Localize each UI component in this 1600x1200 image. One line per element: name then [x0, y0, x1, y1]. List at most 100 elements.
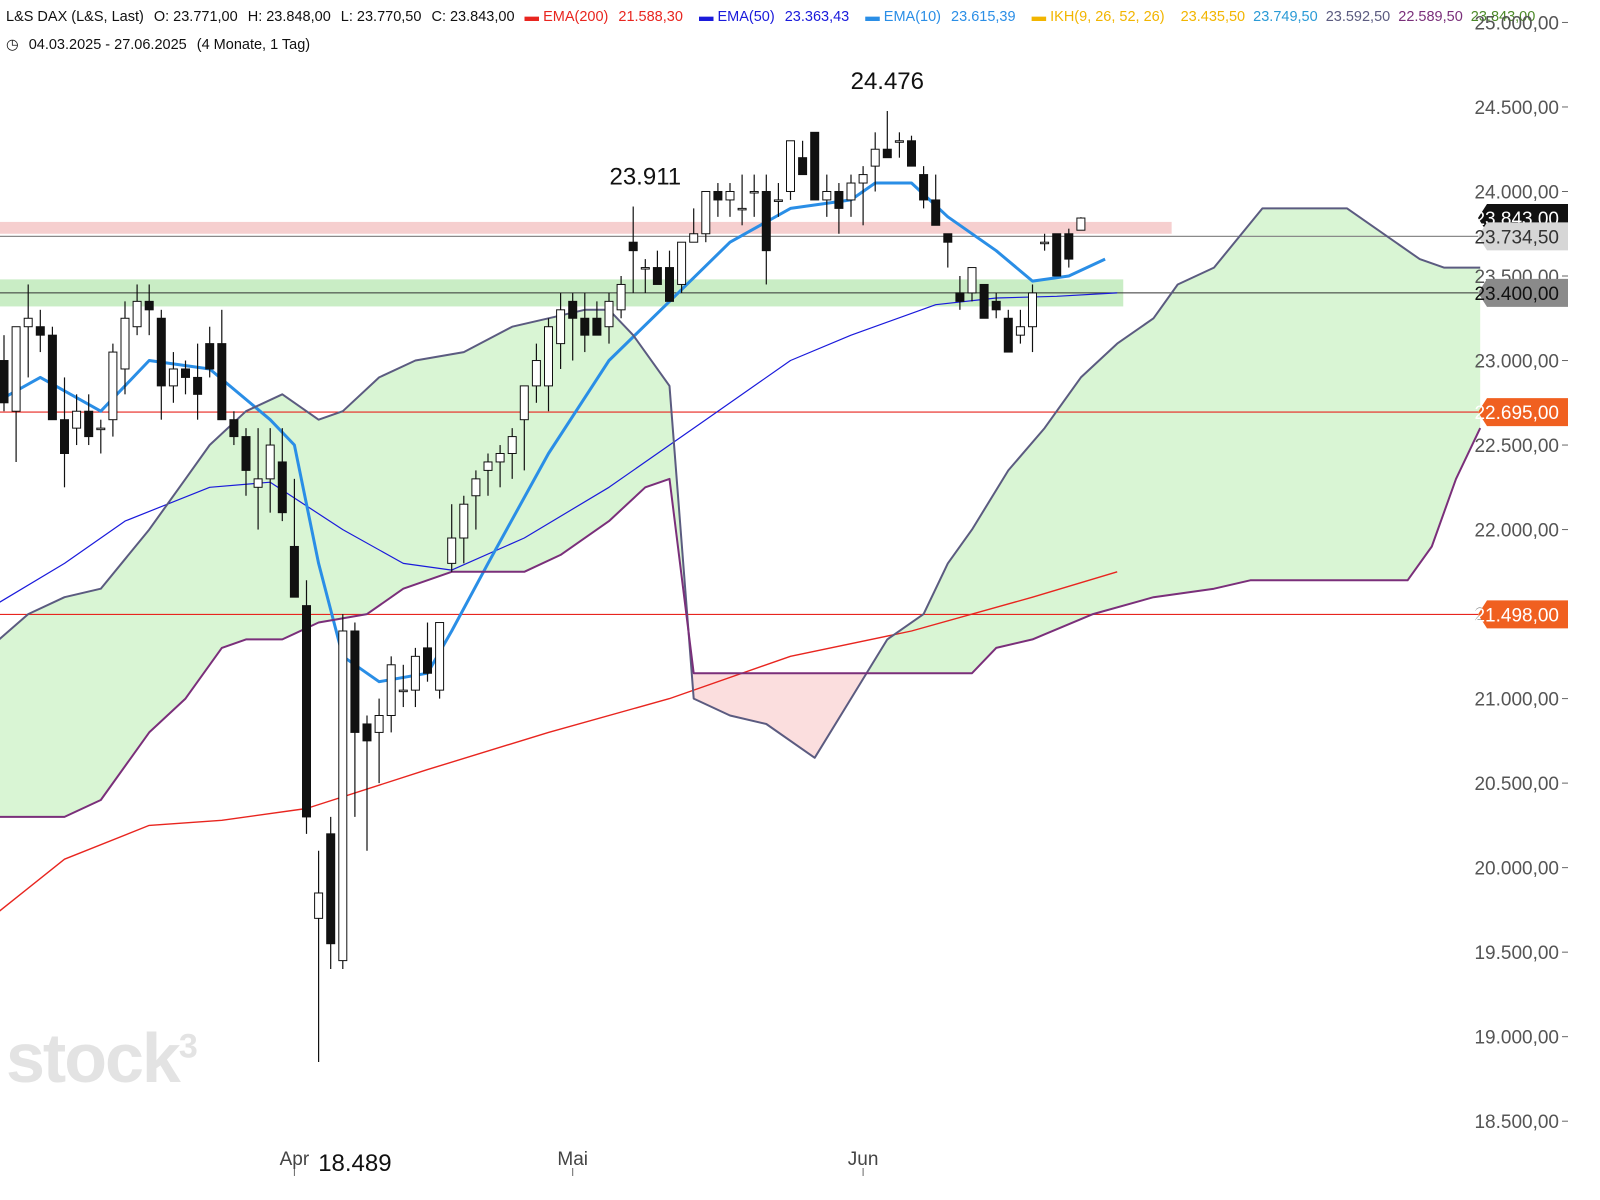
line-senkou-a [0, 207, 1481, 759]
ema50-label: ▬ EMA(50) 23.363,43 [698, 9, 850, 25]
y-tick-label: 23.000,00 [1474, 352, 1559, 373]
candle-body [507, 436, 517, 454]
candle-body [120, 317, 130, 370]
candle-body [592, 317, 602, 336]
candlestick-chart[interactable]: 24.476 23.911 18.489 25.000,00 24.500,00 24.0… [0, 0, 1568, 1176]
candle-body [858, 174, 868, 184]
candle-body [386, 664, 396, 717]
candle-body [229, 419, 239, 438]
candle-body [1076, 217, 1086, 231]
candle-body [60, 419, 69, 454]
candle-body [640, 267, 650, 270]
candle-body [96, 427, 106, 431]
candle-body [277, 461, 287, 514]
candle-body [495, 452, 505, 463]
candle-body [350, 630, 360, 733]
candle-body [882, 148, 892, 159]
price-tag [1478, 278, 1568, 307]
candle-body [302, 605, 311, 818]
symbol-label: L&S DAX (L&S, Last) [6, 9, 144, 25]
candle-body [265, 444, 275, 480]
candle-body [1064, 233, 1074, 260]
candle-body [907, 140, 916, 167]
candle-body [156, 317, 166, 387]
stock3-watermark: stock3 [6, 1019, 198, 1097]
candle-body [1028, 292, 1037, 328]
candle-body [435, 622, 445, 691]
date-range: 04.03.2025 - 27.06.2025 [28, 37, 187, 53]
candle-body [665, 267, 674, 302]
candle-body [822, 190, 832, 201]
candle-body [217, 343, 227, 421]
candle-body [11, 326, 21, 412]
ikh-value-4: 22.589,50 [1398, 9, 1463, 25]
candle-body [410, 655, 420, 691]
candle-body [713, 190, 723, 201]
candle-body [761, 190, 771, 252]
candle-body [1040, 241, 1050, 245]
candle-body [447, 537, 457, 564]
candle-body [132, 300, 142, 328]
candle-body [326, 833, 336, 945]
ema200-label: ▬ EMA(200) 21.588,30 [524, 9, 683, 25]
candle-body [943, 233, 953, 243]
candle-body [834, 190, 844, 209]
line-ema-200- [0, 571, 1118, 912]
chart-header-line1: L&S DAX (L&S, Last) O: 23.771,00 H: 23.8… [6, 9, 1541, 25]
candle-body [362, 723, 372, 742]
price-tag-label: 23.400,00 [1474, 284, 1559, 305]
candle-body [181, 368, 190, 378]
line-ema-50- [0, 292, 1118, 603]
chart-header-line2: ◷ 04.03.2025 - 27.06.2025 (4 Monate, 1 T… [6, 37, 316, 53]
ikh-value-1: 23.435,50 [1180, 9, 1246, 25]
candle-body [870, 148, 880, 167]
ema10-label: ▬ EMA(10) 23.615,39 [865, 9, 1016, 25]
candle-body [1052, 233, 1062, 277]
candle-body [604, 300, 614, 328]
candle-body [483, 461, 493, 471]
candle-body [1003, 317, 1013, 353]
y-tick-label: 21.000,00 [1474, 690, 1559, 711]
y-tick-label: 18.500,00 [1474, 1112, 1559, 1133]
candle-body [689, 233, 699, 243]
candle-body [289, 545, 299, 598]
clock-icon: ◷ [6, 37, 19, 53]
candle-body [979, 283, 989, 319]
candle-body [108, 351, 118, 421]
cloud-fill-bearish [690, 648, 867, 758]
candle-body [72, 410, 82, 429]
candle-body [628, 241, 638, 252]
candle-body [894, 140, 904, 143]
price-tag [1478, 600, 1568, 629]
price-tag-label: 21.498,00 [1474, 605, 1559, 626]
candle-body [701, 190, 711, 235]
x-tick-label: Apr [280, 1149, 310, 1170]
candle-body [786, 140, 795, 192]
candle-body [314, 892, 324, 919]
candle-body [556, 309, 566, 345]
candle-body [84, 410, 94, 438]
candle-body [1015, 326, 1025, 336]
candle-body [374, 715, 384, 733]
candle-body [810, 131, 820, 201]
candle-body [168, 368, 178, 387]
price-annotation: 23.911 [609, 164, 681, 191]
candle-body [955, 292, 965, 302]
y-tick-label: 22.000,00 [1474, 521, 1559, 542]
candle-body [580, 317, 590, 336]
close-value: C: 23.843,00 [431, 9, 515, 25]
y-tick-label: 24.500,00 [1474, 98, 1559, 119]
y-tick-label: 22.500,00 [1474, 436, 1559, 457]
x-tick-label: Mai [557, 1149, 588, 1170]
candle-body [846, 182, 856, 201]
candle-body [568, 300, 578, 319]
candle-body [798, 157, 808, 176]
period-label: (4 Monate, 1 Tag) [196, 37, 311, 53]
candle-body [253, 478, 263, 488]
candle-body [519, 385, 529, 421]
candle-body [35, 326, 45, 336]
candle-body [773, 199, 783, 202]
candle-body [0, 360, 9, 404]
y-tick-label: 19.000,00 [1474, 1028, 1559, 1049]
y-tick-label: 24.000,00 [1474, 182, 1559, 203]
